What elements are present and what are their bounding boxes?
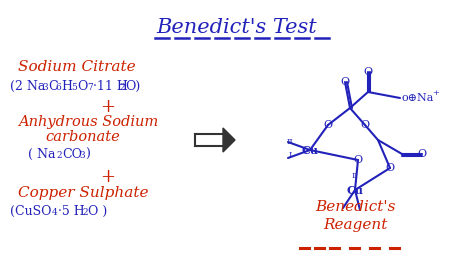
Text: O ): O )	[88, 205, 107, 218]
Text: Copper Sulphate: Copper Sulphate	[18, 186, 148, 200]
Text: O: O	[340, 77, 349, 87]
Text: (CuSO: (CuSO	[10, 205, 52, 218]
Text: 7: 7	[87, 83, 93, 92]
Text: o⊕Na: o⊕Na	[402, 93, 434, 103]
Text: Benedict's: Benedict's	[315, 200, 395, 214]
Text: ( Na: ( Na	[28, 148, 55, 161]
Text: ): )	[85, 148, 90, 161]
Text: Cu: Cu	[301, 144, 319, 156]
Text: I: I	[288, 151, 292, 159]
Text: Anhydrous Sodium: Anhydrous Sodium	[18, 115, 158, 129]
Text: 3: 3	[42, 83, 47, 92]
Text: 6: 6	[55, 83, 61, 92]
Text: 3: 3	[79, 151, 85, 160]
Text: ·11 H: ·11 H	[93, 80, 128, 93]
Text: II: II	[287, 138, 293, 146]
Text: C: C	[48, 80, 58, 93]
Text: 2: 2	[119, 83, 125, 92]
Text: Benedict's Test: Benedict's Test	[157, 18, 317, 37]
Text: O): O)	[125, 80, 140, 93]
Text: O: O	[364, 67, 373, 77]
Text: +: +	[432, 89, 439, 97]
Text: +: +	[100, 168, 115, 186]
Text: 2: 2	[56, 151, 62, 160]
Text: +: +	[100, 98, 115, 116]
Text: O: O	[354, 155, 363, 165]
Text: Sodium Citrate: Sodium Citrate	[18, 60, 136, 74]
Text: 5: 5	[71, 83, 77, 92]
Text: 2: 2	[82, 208, 88, 217]
Text: CO: CO	[62, 148, 82, 161]
Text: O: O	[418, 149, 427, 159]
Text: carbonate: carbonate	[45, 130, 120, 144]
Text: Reagent: Reagent	[323, 218, 387, 232]
Text: (2 Na: (2 Na	[10, 80, 46, 93]
Text: O: O	[77, 80, 87, 93]
Text: ·5 H: ·5 H	[58, 205, 85, 218]
Text: Cu: Cu	[346, 185, 364, 196]
Text: O: O	[360, 120, 370, 130]
Text: H: H	[61, 80, 72, 93]
Polygon shape	[223, 128, 235, 152]
Text: 4: 4	[52, 208, 58, 217]
Text: O: O	[385, 163, 394, 173]
Text: O: O	[323, 120, 333, 130]
Text: II: II	[352, 172, 358, 180]
